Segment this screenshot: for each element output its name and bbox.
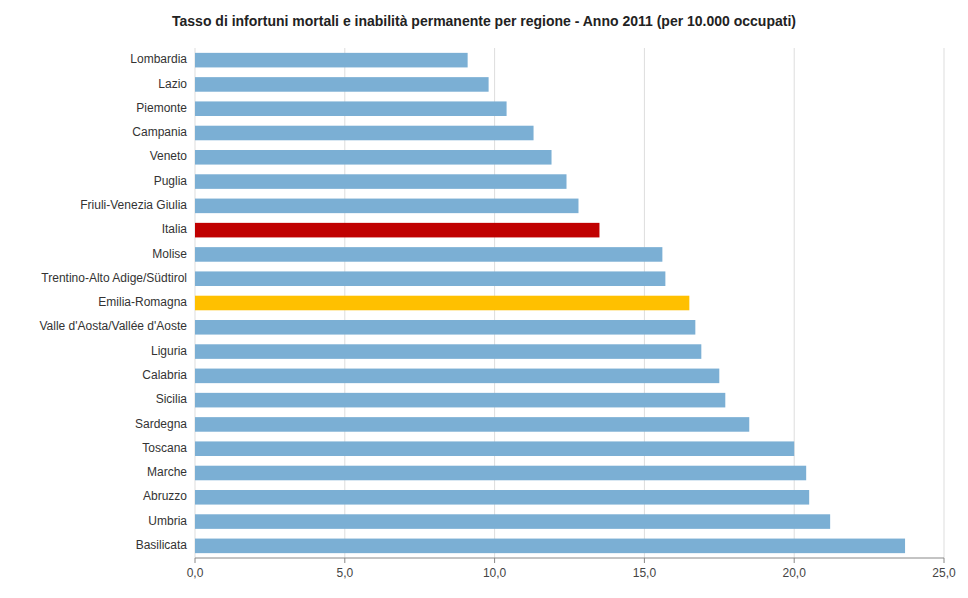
bar xyxy=(195,490,809,505)
tick-label: 10,0 xyxy=(483,566,507,580)
bar xyxy=(195,223,599,238)
category-label: Lombardia xyxy=(130,52,187,66)
bar xyxy=(195,271,665,286)
bar xyxy=(195,344,701,359)
axis-line xyxy=(195,558,944,559)
tick-label: 25,0 xyxy=(932,566,956,580)
category-label: Toscana xyxy=(142,441,187,455)
category-label: Puglia xyxy=(154,174,188,188)
category-label: Abruzzo xyxy=(143,489,187,503)
tick-mark xyxy=(794,558,795,563)
grid-line xyxy=(944,48,945,558)
tick-label: 20,0 xyxy=(783,566,807,580)
tick-label: 15,0 xyxy=(633,566,657,580)
bar xyxy=(195,174,567,189)
bar xyxy=(195,296,689,311)
bar xyxy=(195,53,468,68)
category-label: Sicilia xyxy=(156,392,188,406)
category-label: Marche xyxy=(147,465,187,479)
category-label: Veneto xyxy=(150,149,188,163)
grid-line xyxy=(794,48,795,558)
chart-title: Tasso di infortuni mortali e inabilità p… xyxy=(172,13,796,29)
category-label: Italia xyxy=(162,222,188,236)
category-label: Molise xyxy=(152,247,187,261)
category-label: Calabria xyxy=(142,368,187,382)
tick-mark xyxy=(195,558,196,563)
tick-mark xyxy=(644,558,645,563)
bar xyxy=(195,247,662,262)
bar xyxy=(195,320,695,335)
grid xyxy=(195,48,944,558)
category-label: Liguria xyxy=(151,344,187,358)
chart-container: Tasso di infortuni mortali e inabilità p… xyxy=(0,0,968,598)
category-label: Lazio xyxy=(158,77,187,91)
category-label: Campania xyxy=(132,125,187,139)
tick-mark xyxy=(494,558,495,563)
category-label: Friuli-Venezia Giulia xyxy=(80,198,187,212)
tick-mark xyxy=(344,558,345,563)
bar xyxy=(195,514,830,529)
bar xyxy=(195,539,905,554)
bar xyxy=(195,417,749,432)
category-label: Sardegna xyxy=(135,417,187,431)
bars xyxy=(195,53,905,553)
bar xyxy=(195,466,806,481)
y-axis: Lombardia Lazio Piemonte Campania Veneto Pugl… xyxy=(39,52,187,552)
bar xyxy=(195,126,534,141)
bar xyxy=(195,199,578,214)
bar xyxy=(195,101,507,116)
bar xyxy=(195,369,719,384)
category-label: Trentino-Alto Adige/Südtirol xyxy=(41,271,187,285)
category-label: Valle d'Aosta/Vallée d'Aoste xyxy=(39,319,187,333)
category-label: Basilicata xyxy=(136,538,188,552)
bar xyxy=(195,441,794,456)
category-label: Umbria xyxy=(148,514,187,528)
bar xyxy=(195,393,725,408)
tick-mark xyxy=(944,558,945,563)
chart-svg: Tasso di infortuni mortali e inabilità p… xyxy=(0,0,968,598)
bar xyxy=(195,150,552,165)
bar xyxy=(195,77,489,92)
tick-label: 5,0 xyxy=(336,566,353,580)
x-axis: 0,0 5,0 10,0 15,0 20,0 25,0 xyxy=(187,558,956,580)
tick-label: 0,0 xyxy=(187,566,204,580)
category-label: Emilia-Romagna xyxy=(98,295,187,309)
category-label: Piemonte xyxy=(136,101,187,115)
